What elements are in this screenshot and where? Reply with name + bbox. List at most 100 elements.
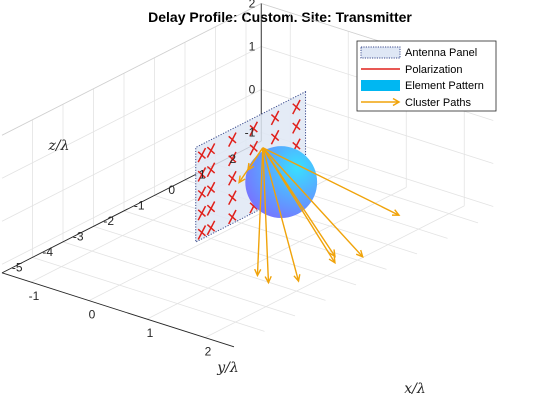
y-tick-label: 2 — [229, 152, 236, 166]
polarization-tick — [206, 220, 216, 236]
legend-label-element-pattern: Element Pattern — [405, 80, 484, 92]
cluster-path-line — [262, 147, 400, 216]
cluster-path-line — [262, 147, 336, 264]
cluster-path-arrow — [262, 147, 301, 283]
y-tick-label: -5 — [12, 260, 23, 274]
legend-label-polarization: Polarization — [405, 64, 462, 76]
cluster-path-arrowhead — [391, 209, 401, 216]
element-pattern-legend-patch — [361, 80, 400, 91]
antenna-element — [228, 190, 237, 206]
antenna-element — [197, 147, 207, 163]
cluster-path-arrowhead — [264, 275, 272, 285]
antenna-element — [249, 121, 259, 137]
cluster-path-arrowhead — [293, 274, 301, 283]
y-tick-label: -4 — [42, 245, 53, 259]
polarization-tick — [228, 190, 237, 206]
z-tick-label: 0 — [249, 83, 256, 97]
x-tick-label: -1 — [29, 289, 40, 303]
antenna-element — [197, 205, 207, 221]
polarization-tick — [197, 205, 207, 221]
antenna-element — [292, 119, 301, 134]
antenna-element — [270, 110, 280, 126]
cluster-path-arrow — [262, 147, 364, 258]
cluster-arrow-legend-icon — [361, 97, 401, 107]
z-tick-label: 2 — [249, 0, 256, 11]
antenna-panel-legend-swatch — [360, 46, 401, 59]
legend-label-antenna-panel: Antenna Panel — [405, 47, 477, 59]
antenna-element — [197, 225, 207, 240]
y-tick-label: 0 — [168, 183, 175, 197]
grid-line — [123, 210, 357, 286]
cluster-path-arrowhead — [328, 255, 336, 265]
cluster-path-line — [262, 147, 364, 258]
cluster-path-arrowhead — [328, 249, 336, 258]
polarization-tick — [197, 147, 207, 163]
cluster-path-arrowhead — [254, 268, 262, 278]
z-tick-label: 1 — [249, 40, 256, 54]
x-tick-label: 2 — [205, 345, 212, 359]
antenna-element — [206, 220, 216, 236]
cluster-path-arrowhead — [238, 175, 246, 184]
grid-line — [204, 205, 465, 338]
polarization-tick — [228, 151, 237, 167]
polarization-tick — [249, 121, 259, 137]
antenna-element — [206, 201, 216, 216]
y-tick-label: -2 — [103, 214, 114, 228]
y-tick-label: -3 — [73, 229, 84, 243]
x-tick-label: 0 — [89, 308, 96, 322]
z-axis-label: z/λ — [48, 138, 70, 154]
z-tick-label: -1 — [245, 126, 256, 140]
y-tick-label: 1 — [199, 167, 206, 181]
polarization-tick — [206, 162, 216, 178]
polarization-tick — [228, 170, 237, 186]
cluster-path-arrow — [262, 147, 272, 285]
polarization-tick — [292, 99, 301, 115]
polarization-tick — [228, 209, 237, 225]
antenna-element — [197, 167, 207, 182]
x-axis-label: x/λ — [404, 381, 426, 397]
grid-line — [32, 256, 265, 332]
cluster-path-line — [256, 147, 264, 276]
antenna-element — [228, 151, 237, 167]
cluster-path-arrowhead — [355, 249, 364, 258]
cluster-path-arrow — [262, 147, 401, 216]
legend: Antenna Panel Polarization Element Patte… — [356, 40, 497, 112]
polarization-tick — [206, 181, 216, 197]
polarization-tick — [206, 143, 216, 158]
grid-line — [154, 194, 387, 270]
antenna-element — [206, 143, 216, 158]
antenna-element — [270, 129, 280, 145]
grid-line — [1, 46, 262, 179]
cluster-path-arrow — [262, 147, 336, 265]
x-axis-line — [1, 272, 235, 348]
polarization-tick — [270, 110, 280, 126]
box-edge — [1, 3, 262, 136]
chart-title: Delay Profile: Custom. Site: Transmitter — [148, 9, 412, 25]
cluster-paths — [238, 147, 401, 285]
antenna-element — [206, 162, 216, 178]
grid-line — [93, 225, 326, 301]
cluster-path-line — [262, 147, 270, 283]
antenna-element — [228, 209, 237, 225]
polarization-tick — [228, 132, 237, 147]
polarization-tick — [197, 225, 207, 240]
antenna-element — [249, 140, 259, 156]
cluster-path-line — [238, 147, 264, 183]
cluster-path-arrow — [254, 147, 264, 278]
grid-line — [146, 186, 407, 320]
y-tick-label: -1 — [134, 198, 145, 212]
antenna-element — [292, 99, 301, 115]
antenna-element — [206, 181, 216, 197]
grid-line — [1, 89, 262, 222]
polarization-tick — [197, 186, 207, 202]
grid-line — [62, 241, 296, 317]
legend-label-cluster-paths: Cluster Paths — [405, 97, 472, 109]
polarization-tick — [197, 167, 207, 182]
antenna-element — [228, 132, 237, 147]
cluster-path-line — [262, 147, 300, 282]
cluster-path-arrow — [238, 147, 264, 184]
polarization-tick — [292, 119, 301, 134]
tick-labels: 2 1 0 -1 2 1 0 -1 -2 -3 -4 -5 -1 0 1 2 — [12, 0, 256, 359]
x-tick-label: 1 — [147, 326, 154, 340]
